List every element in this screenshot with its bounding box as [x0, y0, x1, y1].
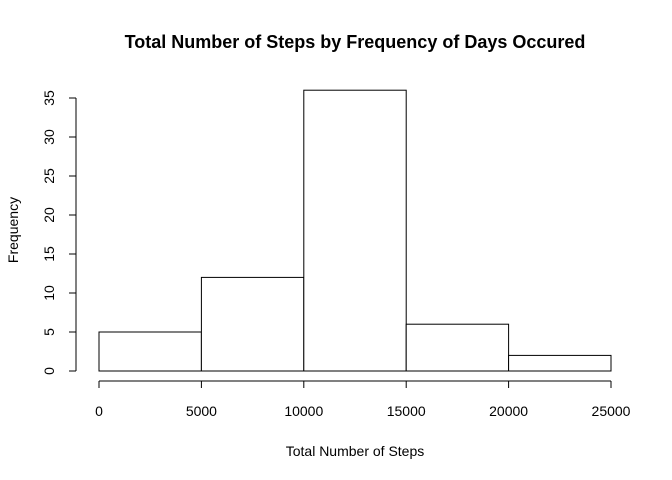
y-tick-label: 15	[41, 246, 57, 262]
y-tick-label: 30	[41, 129, 57, 145]
x-tick-label: 25000	[592, 403, 631, 419]
y-tick-label: 20	[41, 207, 57, 223]
x-tick-label: 10000	[284, 403, 323, 419]
histogram-bar-3	[303, 89, 407, 372]
x-axis: 0 5000 10000 15000 20000 25000	[95, 380, 631, 419]
x-tick-label: 5000	[186, 403, 217, 419]
histogram-bar-4	[405, 323, 510, 372]
y-axis-label: Frequency	[5, 197, 21, 263]
histogram-bar-5	[508, 354, 612, 372]
x-tick-label: 20000	[489, 403, 528, 419]
x-tick-label: 0	[95, 403, 103, 419]
y-tick-label: 5	[41, 328, 57, 336]
y-tick-label: 25	[41, 168, 57, 184]
chart-title: Total Number of Steps by Frequency of Da…	[125, 32, 586, 52]
x-axis-label: Total Number of Steps	[286, 443, 425, 459]
histogram-bar-2	[200, 276, 305, 372]
histogram-bar-1	[98, 331, 202, 372]
bars-group	[98, 89, 612, 372]
y-tick-label: 0	[41, 367, 57, 375]
y-axis: 0 5 10 15 20 25 30 35	[41, 90, 77, 375]
y-tick-label: 10	[41, 285, 57, 301]
y-tick-label: 35	[41, 90, 57, 106]
x-tick-label: 15000	[387, 403, 426, 419]
